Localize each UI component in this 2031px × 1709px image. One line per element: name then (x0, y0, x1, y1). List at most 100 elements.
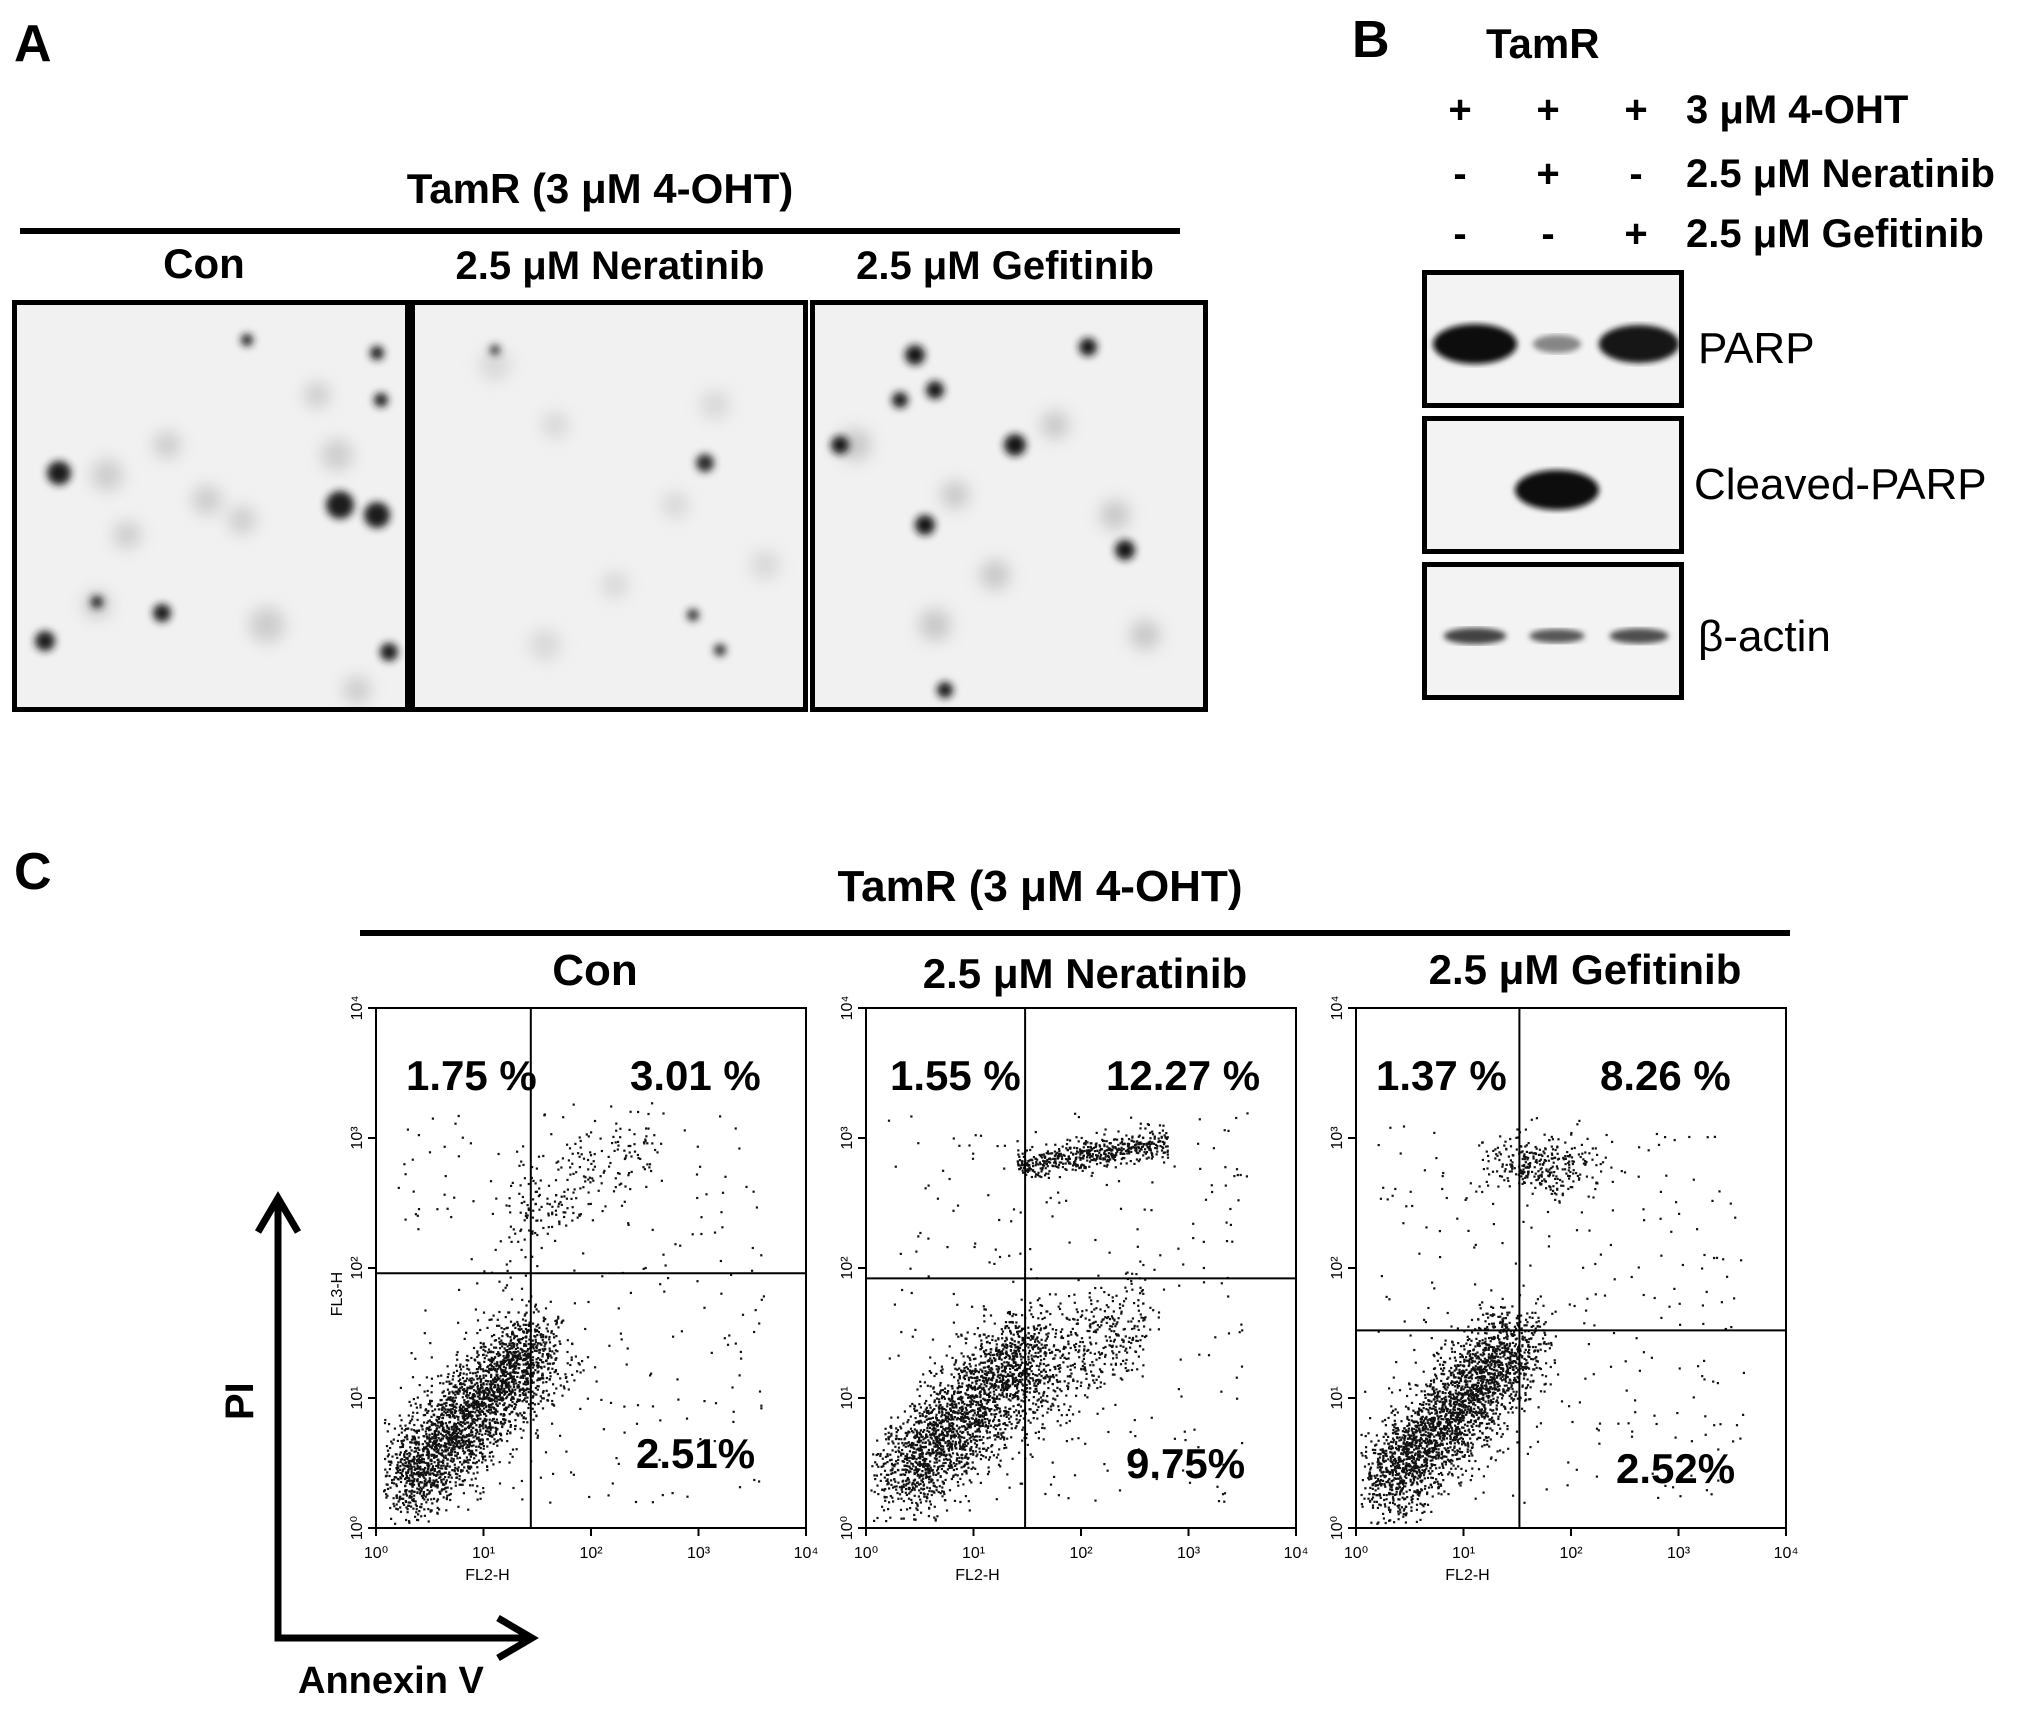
band-0-lane-1 (1433, 324, 1517, 364)
band-0-lane-3 (1598, 325, 1679, 363)
x-tick-label: 10¹ (962, 1545, 985, 1562)
quad-ul-gefitinib: 1.37 % (1376, 1052, 1507, 1099)
y-tick-label: 10⁰ (839, 1516, 856, 1540)
sign-r3-c1: - (1453, 212, 1467, 256)
sign-r1-c2: + (1536, 88, 1560, 132)
panel-c-group-title: TamR (3 μM 4-OHT) (837, 862, 1243, 911)
sign-r2-c2: + (1536, 152, 1560, 196)
blot-beta-actin (1422, 562, 1684, 700)
blot-beta-actin-bands (1443, 627, 1669, 645)
band-2-lane-1 (1443, 627, 1507, 645)
treatment-label-neratinib: 2.5 μM Neratinib (1686, 152, 1995, 196)
x-tick-label: 10⁰ (1344, 1545, 1368, 1562)
panel-c-letter: C (14, 843, 52, 901)
flow-plot-neratinib: 10⁰ 10¹ 10² 10³ 10⁴ 10⁰ 10¹ 10² 10³ 10⁴ FL2-H 1.55… (800, 990, 1320, 1620)
y-tick-label: 10⁰ (349, 1516, 366, 1540)
panel-a-label-gefitinib: 2.5 μM Gefitinib (856, 244, 1154, 288)
x-channel-label: FL2-H (955, 1567, 999, 1584)
event-dots (870, 1112, 1249, 1523)
y-tick-label: 10¹ (1329, 1386, 1346, 1409)
event-dots (383, 1102, 765, 1525)
sign-r2-c3: - (1629, 152, 1643, 196)
x-tick-label: 10⁴ (794, 1545, 819, 1562)
panel-a-label-con: Con (163, 240, 245, 287)
x-arrow-head (496, 1614, 539, 1662)
micrograph-con-image (35, 334, 398, 704)
quad-lr-neratinib: 9.75% (1126, 1440, 1246, 1487)
x-tick-label: 10² (1069, 1545, 1093, 1562)
x-tick-label: 10¹ (1452, 1545, 1475, 1562)
sign-r1-c3: + (1624, 88, 1648, 132)
panel-b-letter: B (1352, 11, 1390, 69)
y-tick-label: 10³ (1329, 1126, 1346, 1150)
panel-a-bracket-line (20, 228, 1180, 234)
axis-arrows (254, 1191, 539, 1662)
sign-r1-c1: + (1448, 88, 1472, 132)
x-tick-label: 10² (579, 1545, 603, 1562)
blot-cleaved-parp-bands (1515, 470, 1599, 510)
y-tick-label: 10⁰ (1329, 1516, 1346, 1540)
y-tick-label: 10⁴ (1329, 996, 1346, 1021)
x-tick-label: 10³ (1667, 1545, 1691, 1562)
band-1-lane-2 (1515, 470, 1599, 510)
micrograph-neratinib-image (479, 345, 780, 661)
y-tick-label: 10¹ (839, 1386, 856, 1409)
micrograph-gefitinib-image (831, 338, 1160, 698)
flow-title-neratinib: 2.5 μM Neratinib (922, 950, 1248, 997)
flow-plot-con: 10⁰ 10¹ 10² 10³ 10⁴ 10⁰ 10¹ 10² 10³ 10⁴ FL2-H FL3-H… (310, 990, 830, 1620)
quad-ur-neratinib: 12.27 % (1106, 1052, 1261, 1099)
flow-plot-gefitinib: 10⁰ 10¹ 10² 10³ 10⁴ 10⁰ 10¹ 10² 10³ 10⁴ FL2-H 1.37… (1290, 990, 1810, 1620)
x-tick-label: 10³ (1177, 1545, 1201, 1562)
x-channel-label: FL2-H (1445, 1567, 1489, 1584)
x-tick-label: 10⁰ (364, 1545, 388, 1562)
x-tick-label: 10² (1559, 1545, 1583, 1562)
y-tick-label: 10³ (839, 1126, 856, 1150)
blot-cleaved-parp (1422, 416, 1684, 554)
micrograph-neratinib (410, 300, 808, 712)
y-tick-label: 10³ (349, 1126, 366, 1150)
flow-plot-con-svg: 10⁰ 10¹ 10² 10³ 10⁴ 10⁰ 10¹ 10² 10³ 10⁴ FL2-H FL3-H (329, 996, 819, 1584)
panel-b-cell-line: TamR (1486, 20, 1600, 67)
event-dots (1360, 1117, 1745, 1525)
micrograph-con (12, 300, 410, 712)
band-2-lane-2 (1529, 629, 1585, 643)
y-tick-label: 10² (839, 1256, 856, 1280)
x-tick-label: 10⁴ (1284, 1545, 1309, 1562)
panel-c-bracket-line (360, 930, 1790, 936)
y-tick-label: 10¹ (349, 1386, 366, 1409)
band-2-lane-3 (1609, 628, 1669, 644)
quad-ul-con: 1.75 % (406, 1052, 537, 1099)
sign-r3-c3: + (1624, 212, 1648, 256)
panel-a-label-neratinib: 2.5 μM Neratinib (455, 244, 765, 288)
y-axis-label-pi: PI (218, 1382, 262, 1420)
sign-r3-c2: - (1541, 212, 1555, 256)
quad-lr-con: 2.51% (636, 1430, 756, 1477)
x-tick-label: 10⁰ (854, 1545, 878, 1562)
quad-ur-gefitinib: 8.26 % (1600, 1052, 1731, 1099)
blot-parp-bands (1433, 324, 1679, 364)
band-0-lane-2 (1533, 335, 1581, 353)
quad-ur-con: 3.01 % (630, 1052, 761, 1099)
y-tick-label: 10² (349, 1256, 366, 1280)
panel-a-group-title: TamR (3 μM 4-OHT) (406, 165, 794, 212)
blot-label-beta-actin: β-actin (1698, 612, 1831, 661)
flow-title-con: Con (552, 946, 638, 995)
blot-label-parp: PARP (1698, 324, 1815, 373)
treatment-label-4oht: 3 μM 4-OHT (1686, 88, 1909, 132)
x-tick-label: 10¹ (472, 1545, 495, 1562)
x-tick-label: 10³ (687, 1545, 711, 1562)
quad-ul-neratinib: 1.55 % (890, 1052, 1021, 1099)
y-arrow-head (254, 1191, 302, 1234)
micrograph-gefitinib (810, 300, 1208, 712)
y-channel-label: FL3-H (329, 1272, 346, 1316)
sign-r2-c1: - (1453, 152, 1467, 196)
flow-title-gefitinib: 2.5 μM Gefitinib (1428, 946, 1742, 993)
flow-plot-gefitinib-svg: 10⁰ 10¹ 10² 10³ 10⁴ 10⁰ 10¹ 10² 10³ 10⁴ FL2-H (1329, 996, 1799, 1584)
blot-label-cleaved-parp: Cleaved-PARP (1694, 460, 1987, 509)
quad-lr-gefitinib: 2.52% (1616, 1445, 1736, 1492)
y-tick-label: 10⁴ (349, 996, 366, 1021)
treatment-label-gefitinib: 2.5 μM Gefitinib (1686, 212, 1984, 256)
x-tick-label: 10⁴ (1774, 1545, 1799, 1562)
y-tick-label: 10⁴ (839, 996, 856, 1021)
x-axis-label-annexin: Annexin V (298, 1660, 484, 1702)
